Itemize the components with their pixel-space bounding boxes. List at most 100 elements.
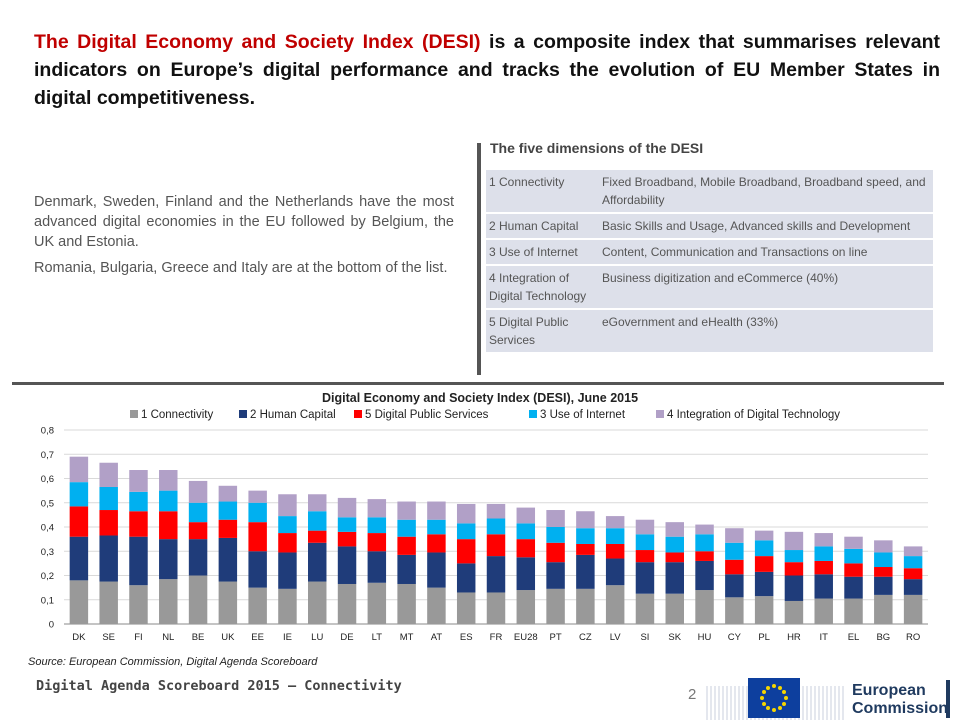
bar-segment [665,522,684,537]
bar-segment [784,531,804,551]
bar-segment [188,522,208,540]
bar-segment [903,556,923,569]
x-tick-label: IT [819,632,828,643]
bar-segment [308,494,327,512]
legend-swatch [529,410,537,418]
bar-segment [784,600,804,624]
bar-segment [844,536,863,549]
bar-segment [69,506,89,537]
bar-segment [725,597,744,624]
bar-segment [69,536,89,581]
bar-segment [754,571,774,597]
bar-segment [486,518,506,535]
y-tick-label: 0,2 [41,571,54,582]
bar-segment [337,546,357,584]
dimensions-table: 1 Connectivity Fixed Broadband, Mobile B… [486,168,933,354]
y-tick-label: 0,6 [41,474,54,485]
bar-segment [814,598,833,624]
bar-segment [337,583,357,624]
dimension-description: eGovernment and eHealth (33%) [599,310,933,352]
dimension-name: 4 Integration of Digital Technology [486,266,599,308]
bar-segment [874,540,893,553]
bar-segment [456,523,476,540]
bar-segment [725,559,744,575]
eu-star-icon [784,696,788,700]
legend-swatch [239,410,247,418]
bar-segment [844,548,863,564]
x-tick-label: EU28 [514,632,538,643]
bar-segment [188,480,208,503]
bar-segment [218,501,238,520]
eu-star-icon [772,708,776,712]
eu-flag-icon [748,678,800,718]
bar-segment [814,574,833,599]
bar-segment [129,470,148,492]
bar-segment [397,536,416,555]
bar-segment [635,534,655,551]
bar-segment [129,511,148,537]
headline-lead: The Digital Economy and Society Index (D… [34,31,481,53]
x-tick-label: HU [698,632,712,643]
legend-label: 1 Connectivity [141,409,213,421]
bar-segment [486,503,506,519]
bar-segment [903,568,923,580]
bar-segment [874,567,893,577]
x-tick-label: PL [758,632,770,643]
bar-segment [695,560,714,591]
bar-segment [635,519,655,535]
bar-segment [337,531,357,547]
bar-segment [725,542,744,560]
bar-segment [99,535,118,582]
bar-segment [903,579,923,595]
eu-star-icon [782,702,787,706]
bar-segment [814,546,833,561]
bar-segment [576,511,595,529]
y-tick-label: 0,1 [41,595,54,606]
bar-segment [665,536,684,553]
bar-segment [159,579,178,624]
bar-segment [844,576,863,599]
bar-segment [188,502,208,523]
legend-swatch [130,410,138,418]
bar-segment [397,583,416,624]
bar-segment [99,581,118,624]
bar-segment [218,519,238,538]
bar-segment [605,528,625,544]
bar-segment [397,519,416,537]
bar-segment [99,486,118,511]
bar-segment [844,563,863,577]
bar-segment [576,554,595,589]
x-tick-label: SK [668,632,681,643]
bar-segment [903,546,923,557]
bar-segment [665,552,684,563]
bar-segment [754,540,774,557]
eu-star-icon [766,706,770,711]
bar-segment [308,542,327,582]
logo-bar [946,680,950,718]
desi-stacked-bar-chart: Digital Economy and Society Index (DESI)… [41,391,928,643]
bar-segment [516,539,536,558]
dimension-description: Content, Communication and Transactions … [599,240,933,264]
dimension-name: 5 Digital Public Services [486,310,599,352]
logo-line-1: European [852,682,926,699]
bar-segment [576,528,595,544]
bar-segment [874,552,893,568]
intro-text: Denmark, Sweden, Finland and the Netherl… [34,192,454,284]
chart-title: Digital Economy and Society Index (DESI)… [322,391,638,405]
bar-segment [605,543,625,559]
eu-star-icon [782,690,787,694]
eu-star-icon [778,685,782,690]
y-tick-label: 0 [49,620,54,631]
dimension-row: 2 Human Capital Basic Skills and Usage, … [486,214,933,238]
dimension-row: 4 Integration of Digital Technology Busi… [486,266,933,308]
bar-segment [814,560,833,575]
bar-segment [546,527,565,543]
bar-segment [456,563,476,593]
bar-segment [188,575,208,624]
bar-segment [278,552,297,589]
bar-segment [754,556,774,572]
bar-segment [248,502,267,523]
bar-segment [486,592,506,624]
bar-segment [635,562,655,594]
bar-segment [188,539,208,576]
